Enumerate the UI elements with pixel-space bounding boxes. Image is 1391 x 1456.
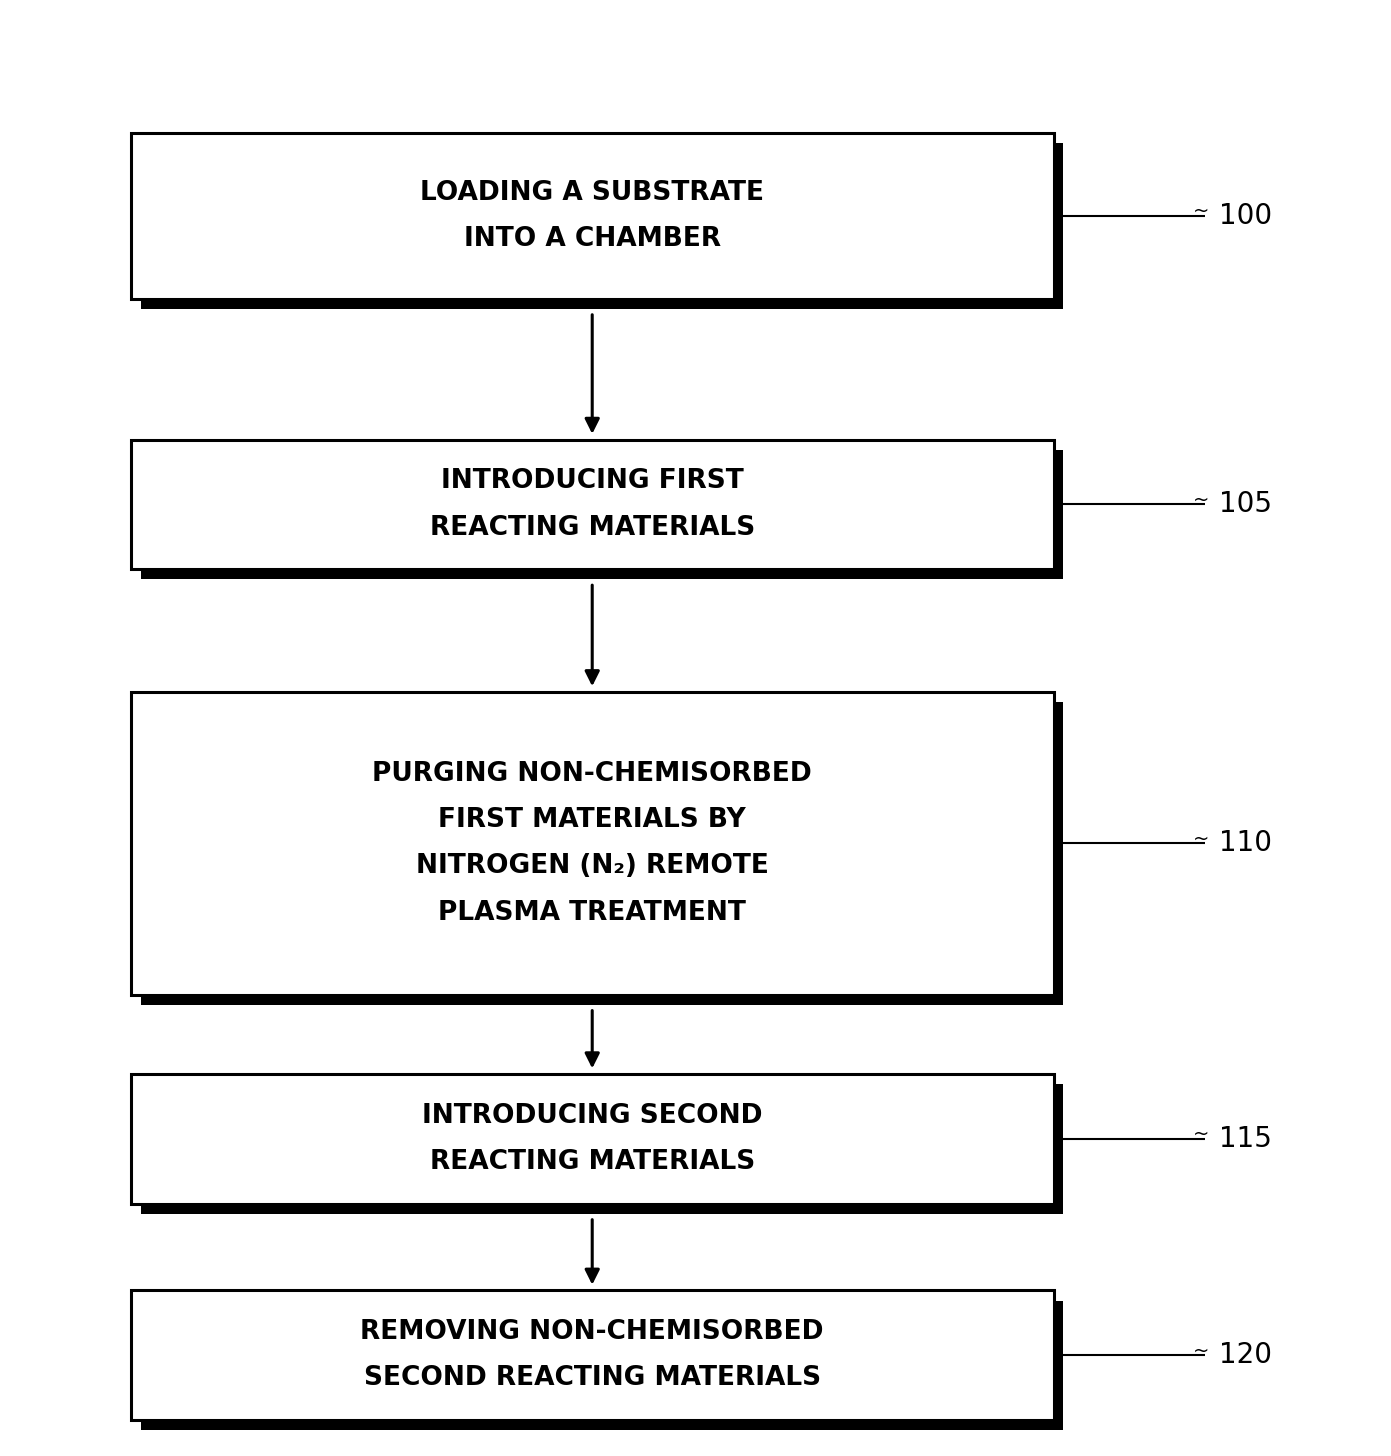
Text: ~: ~ [1192, 491, 1209, 510]
Text: INTO A CHAMBER: INTO A CHAMBER [463, 226, 721, 252]
Text: ~: ~ [1192, 1341, 1209, 1360]
Bar [131, 132, 1053, 298]
Text: FIRST MATERIALS BY: FIRST MATERIALS BY [438, 807, 746, 833]
Text: 115: 115 [1219, 1125, 1271, 1153]
Bar [131, 1075, 1053, 1204]
Text: PLASMA TREATMENT: PLASMA TREATMENT [438, 900, 746, 926]
Text: REACTING MATERIALS: REACTING MATERIALS [430, 1149, 755, 1175]
Text: REACTING MATERIALS: REACTING MATERIALS [430, 514, 755, 540]
Text: 105: 105 [1219, 491, 1271, 518]
Bar [140, 1085, 1063, 1214]
Text: PURGING NON-CHEMISORBED: PURGING NON-CHEMISORBED [373, 761, 812, 788]
Bar [131, 440, 1053, 569]
Bar [131, 692, 1053, 994]
Bar [140, 450, 1063, 579]
Text: REMOVING NON-CHEMISORBED: REMOVING NON-CHEMISORBED [360, 1319, 823, 1345]
Text: INTRODUCING SECOND: INTRODUCING SECOND [421, 1104, 762, 1128]
Text: ~: ~ [1192, 1125, 1209, 1144]
Text: LOADING A SUBSTRATE: LOADING A SUBSTRATE [420, 181, 764, 205]
Bar [140, 702, 1063, 1005]
Text: INTRODUCING FIRST: INTRODUCING FIRST [441, 469, 744, 495]
Text: SECOND REACTING MATERIALS: SECOND REACTING MATERIALS [363, 1366, 821, 1392]
Text: 120: 120 [1219, 1341, 1271, 1369]
Bar [140, 1300, 1063, 1430]
Bar [131, 1290, 1053, 1420]
Text: ~: ~ [1192, 830, 1209, 849]
Bar [140, 143, 1063, 309]
Text: ~: ~ [1192, 202, 1209, 221]
Text: NITROGEN (N₂) REMOTE: NITROGEN (N₂) REMOTE [416, 853, 769, 879]
Text: 110: 110 [1219, 830, 1271, 858]
Text: 100: 100 [1219, 202, 1271, 230]
